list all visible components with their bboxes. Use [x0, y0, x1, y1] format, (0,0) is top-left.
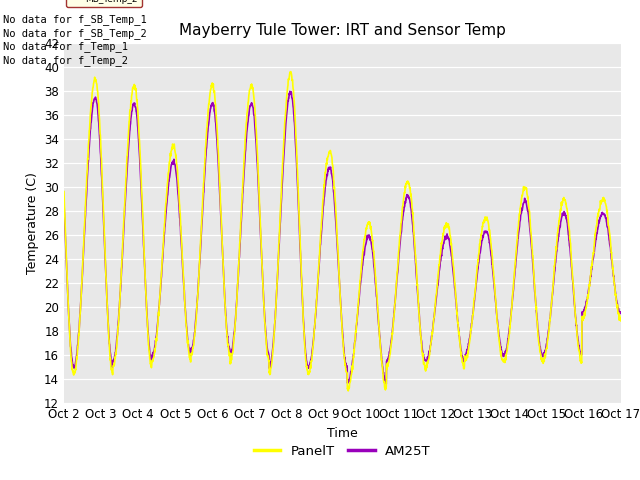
Text: No data for f_Temp_1: No data for f_Temp_1 [3, 41, 128, 52]
X-axis label: Time: Time [327, 427, 358, 440]
Legend: PanelT, AM25T: PanelT, AM25T [249, 440, 436, 463]
Y-axis label: Temperature (C): Temperature (C) [26, 172, 38, 274]
Text: No data for f_Temp_2: No data for f_Temp_2 [3, 55, 128, 66]
Title: Mayberry Tule Tower: IRT and Sensor Temp: Mayberry Tule Tower: IRT and Sensor Temp [179, 23, 506, 38]
Text: No data for f_SB_Temp_2: No data for f_SB_Temp_2 [3, 28, 147, 39]
Text: No data for f_SB_Temp_1: No data for f_SB_Temp_1 [3, 14, 147, 25]
